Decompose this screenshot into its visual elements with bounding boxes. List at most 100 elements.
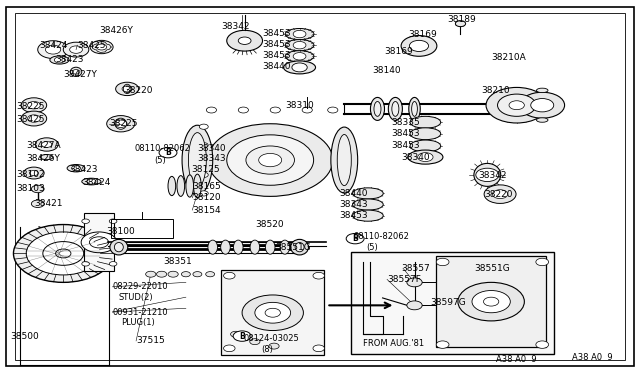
Text: 38453: 38453 bbox=[339, 211, 368, 220]
Text: 38140: 38140 bbox=[372, 66, 401, 75]
Ellipse shape bbox=[221, 240, 230, 254]
Text: 38189: 38189 bbox=[448, 15, 476, 24]
Text: 38423: 38423 bbox=[55, 55, 83, 64]
Circle shape bbox=[81, 232, 117, 253]
Text: 38343: 38343 bbox=[197, 154, 226, 163]
Text: 38453: 38453 bbox=[262, 40, 291, 49]
Text: 08110-82062: 08110-82062 bbox=[353, 231, 409, 241]
Text: 38342: 38342 bbox=[478, 171, 507, 180]
Bar bbox=[351, 251, 554, 353]
Ellipse shape bbox=[285, 51, 314, 62]
Text: PLUG(1): PLUG(1) bbox=[121, 318, 154, 327]
Ellipse shape bbox=[285, 29, 314, 39]
Circle shape bbox=[26, 232, 100, 275]
Text: 38120: 38120 bbox=[192, 193, 221, 202]
Circle shape bbox=[238, 37, 251, 44]
Circle shape bbox=[227, 135, 314, 185]
Circle shape bbox=[97, 44, 107, 50]
Circle shape bbox=[159, 147, 177, 158]
Circle shape bbox=[227, 31, 262, 51]
Ellipse shape bbox=[371, 97, 385, 121]
Circle shape bbox=[205, 272, 214, 277]
Ellipse shape bbox=[295, 243, 304, 252]
Circle shape bbox=[246, 146, 294, 174]
Ellipse shape bbox=[70, 67, 82, 77]
Text: 38225: 38225 bbox=[17, 102, 45, 111]
Ellipse shape bbox=[280, 240, 290, 254]
Circle shape bbox=[223, 272, 235, 279]
Ellipse shape bbox=[82, 178, 101, 185]
Circle shape bbox=[29, 170, 38, 176]
Text: A38 A0  9: A38 A0 9 bbox=[495, 355, 536, 364]
Circle shape bbox=[38, 41, 68, 58]
Ellipse shape bbox=[408, 150, 443, 164]
Text: 38342: 38342 bbox=[221, 22, 250, 31]
Circle shape bbox=[181, 272, 190, 277]
Ellipse shape bbox=[50, 56, 69, 64]
Text: 38169: 38169 bbox=[384, 47, 413, 56]
Circle shape bbox=[31, 185, 44, 193]
Text: 38220: 38220 bbox=[124, 86, 152, 95]
Ellipse shape bbox=[168, 176, 175, 196]
Text: A38 A0  9: A38 A0 9 bbox=[572, 353, 612, 362]
Circle shape bbox=[233, 331, 251, 341]
Ellipse shape bbox=[474, 163, 500, 186]
Circle shape bbox=[43, 241, 84, 265]
Ellipse shape bbox=[284, 61, 316, 74]
Circle shape bbox=[28, 102, 40, 109]
Circle shape bbox=[230, 331, 241, 337]
Text: 38453: 38453 bbox=[392, 141, 420, 151]
Circle shape bbox=[483, 297, 499, 306]
Text: 38340: 38340 bbox=[402, 153, 430, 161]
Text: (5): (5) bbox=[154, 156, 166, 165]
Circle shape bbox=[410, 40, 429, 51]
Text: 38424: 38424 bbox=[39, 41, 67, 50]
Circle shape bbox=[270, 107, 280, 113]
Ellipse shape bbox=[412, 102, 417, 116]
Text: 38220: 38220 bbox=[484, 190, 513, 199]
Text: 38597G: 38597G bbox=[430, 298, 465, 307]
Circle shape bbox=[31, 200, 44, 208]
Circle shape bbox=[199, 172, 208, 177]
Text: B: B bbox=[352, 234, 358, 243]
Bar bbox=[111, 219, 173, 238]
Circle shape bbox=[21, 98, 47, 113]
Circle shape bbox=[193, 272, 202, 277]
Text: 38165: 38165 bbox=[192, 182, 221, 190]
Circle shape bbox=[472, 291, 510, 313]
Ellipse shape bbox=[374, 102, 381, 116]
Circle shape bbox=[436, 341, 449, 348]
Circle shape bbox=[115, 120, 127, 128]
Ellipse shape bbox=[250, 240, 260, 254]
Circle shape bbox=[45, 45, 61, 54]
Text: 38440: 38440 bbox=[262, 62, 291, 71]
Text: (8): (8) bbox=[261, 345, 273, 354]
Circle shape bbox=[199, 191, 208, 196]
Text: 38551G: 38551G bbox=[275, 243, 311, 251]
Ellipse shape bbox=[177, 176, 184, 196]
Circle shape bbox=[87, 179, 96, 184]
Circle shape bbox=[82, 262, 90, 266]
Circle shape bbox=[269, 343, 279, 349]
Text: 38335: 38335 bbox=[392, 118, 420, 127]
Text: 38426Y: 38426Y bbox=[100, 26, 134, 35]
Circle shape bbox=[436, 258, 449, 266]
Text: 38425: 38425 bbox=[77, 41, 106, 50]
Circle shape bbox=[418, 153, 433, 161]
Ellipse shape bbox=[388, 97, 403, 121]
Circle shape bbox=[255, 302, 291, 323]
Circle shape bbox=[456, 21, 466, 27]
Text: STUD(2): STUD(2) bbox=[119, 293, 154, 302]
Text: 38102: 38102 bbox=[17, 170, 45, 179]
Circle shape bbox=[492, 190, 508, 199]
Text: 08110-82062: 08110-82062 bbox=[135, 144, 191, 153]
Circle shape bbox=[70, 46, 83, 53]
Text: 38427A: 38427A bbox=[26, 141, 61, 151]
Circle shape bbox=[302, 107, 312, 113]
Text: B: B bbox=[165, 148, 171, 157]
Text: 00931-21210: 00931-21210 bbox=[113, 308, 168, 317]
Circle shape bbox=[458, 282, 524, 321]
Ellipse shape bbox=[285, 39, 314, 51]
Ellipse shape bbox=[266, 240, 275, 254]
Text: 38520: 38520 bbox=[255, 221, 284, 230]
